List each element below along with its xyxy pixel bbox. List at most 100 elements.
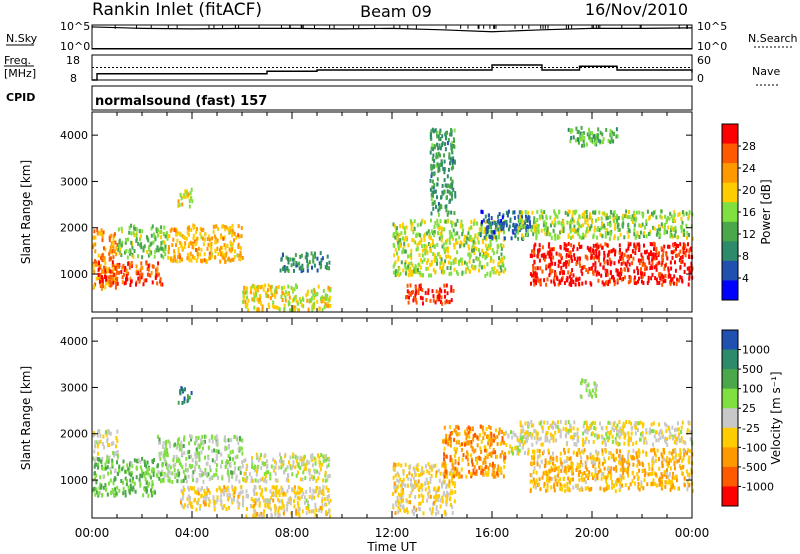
data-cell xyxy=(189,486,192,490)
data-cell xyxy=(633,232,636,237)
data-cell xyxy=(688,254,691,259)
data-cell xyxy=(559,271,562,276)
data-cell xyxy=(481,468,484,473)
data-cell xyxy=(577,473,580,477)
data-cell xyxy=(328,500,330,505)
data-cell xyxy=(671,250,674,255)
data-cell xyxy=(472,449,475,454)
data-cell xyxy=(412,269,415,274)
data-cell xyxy=(439,504,442,509)
data-cell xyxy=(120,253,123,258)
data-cell xyxy=(445,283,448,288)
data-cell xyxy=(264,461,267,466)
data-cell xyxy=(476,257,479,262)
data-cell xyxy=(470,453,473,458)
data-cell xyxy=(437,231,440,236)
data-cell xyxy=(580,455,582,460)
data-cell xyxy=(295,298,298,303)
data-cell xyxy=(241,460,244,465)
data-cell xyxy=(269,472,272,477)
data-cell xyxy=(502,243,505,248)
data-cell xyxy=(151,490,154,495)
data-cell xyxy=(451,481,454,486)
data-cell xyxy=(480,439,483,444)
data-cell xyxy=(465,441,468,446)
data-cell xyxy=(482,240,485,245)
data-cell xyxy=(188,199,191,204)
data-cell xyxy=(181,503,184,508)
data-cell xyxy=(436,130,439,135)
data-cell xyxy=(156,474,159,479)
data-cell xyxy=(308,460,311,465)
data-cell xyxy=(215,456,218,461)
data-cell xyxy=(489,271,492,275)
data-cell xyxy=(617,236,620,241)
data-cell xyxy=(604,213,607,218)
data-cell xyxy=(686,451,689,456)
data-cell xyxy=(557,469,560,474)
data-cell xyxy=(437,294,439,299)
data-cell xyxy=(627,449,630,454)
data-cell xyxy=(402,469,405,474)
data-cell xyxy=(670,225,673,230)
data-cell xyxy=(449,431,452,436)
data-cell xyxy=(223,503,226,508)
data-cell xyxy=(101,275,103,280)
data-cell xyxy=(428,489,431,494)
data-cell xyxy=(500,246,503,251)
data-cell xyxy=(233,238,235,243)
data-cell xyxy=(460,474,463,479)
data-cell xyxy=(314,505,317,510)
data-cell xyxy=(167,234,170,239)
data-cell xyxy=(105,466,107,471)
data-cell xyxy=(661,254,664,259)
data-cell xyxy=(246,465,249,470)
data-cell xyxy=(575,277,578,282)
data-cell xyxy=(395,502,398,507)
data-cell xyxy=(443,289,446,294)
data-cell xyxy=(412,238,415,243)
data-cell xyxy=(121,265,124,270)
data-cell xyxy=(93,284,95,289)
data-cell xyxy=(568,259,571,264)
data-cell xyxy=(439,146,442,151)
data-cell xyxy=(168,246,170,251)
data-cell xyxy=(435,155,438,160)
data-cell xyxy=(634,251,637,256)
data-cell xyxy=(139,273,141,278)
data-cell xyxy=(277,507,280,512)
data-cell xyxy=(329,295,332,300)
data-cell xyxy=(294,253,297,257)
data-cell xyxy=(203,488,206,493)
data-cell xyxy=(627,452,630,457)
data-cell xyxy=(170,227,173,232)
data-cell xyxy=(184,503,186,508)
data-cell xyxy=(671,227,674,231)
data-cell xyxy=(643,231,646,235)
data-cell xyxy=(258,485,261,490)
data-cell xyxy=(162,231,165,236)
data-cell xyxy=(641,271,644,276)
data-cell xyxy=(434,128,437,133)
data-cell xyxy=(586,245,589,250)
data-cell xyxy=(106,429,109,434)
data-cell xyxy=(543,484,546,489)
data-cell xyxy=(448,241,451,245)
data-cell xyxy=(671,480,674,485)
data-cell xyxy=(125,277,127,282)
data-cell xyxy=(674,466,676,471)
data-cell xyxy=(448,471,451,476)
data-cell xyxy=(563,468,566,473)
data-cell xyxy=(490,216,493,221)
data-cell xyxy=(568,282,571,287)
data-cell xyxy=(594,265,597,270)
data-cell xyxy=(480,265,483,270)
data-cell xyxy=(674,225,677,230)
data-cell xyxy=(552,247,555,251)
data-cell xyxy=(573,228,576,232)
data-cell xyxy=(414,286,417,290)
data-cell xyxy=(231,449,234,454)
data-cell xyxy=(451,161,454,166)
data-cell xyxy=(134,227,137,232)
data-cell xyxy=(181,401,184,405)
